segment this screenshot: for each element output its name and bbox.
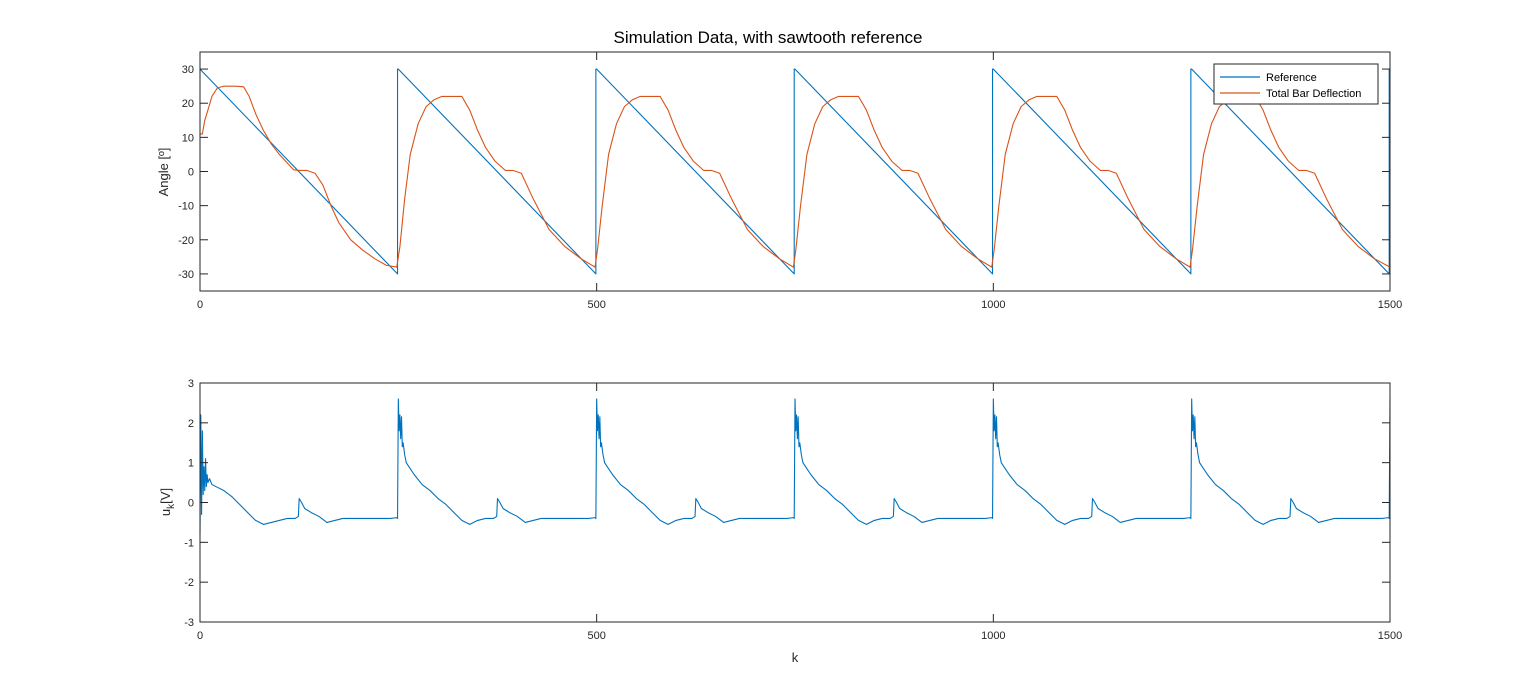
series-line-1-0 — [199, 398, 1391, 535]
y-tick-label-0-0: -30 — [178, 269, 194, 281]
y-tick-label-1-5: 2 — [188, 418, 194, 430]
y-tick-label-0-5: 20 — [182, 98, 194, 110]
y-tick-label-0-3: 0 — [188, 167, 194, 179]
subplot-control-plot: 0 500 1000 1500 -3 -2 -1 0 1 2 3 — [184, 378, 1402, 642]
legend-box — [1213, 63, 1379, 105]
legend-label-total-bar-deflection: Total Bar Deflection — [1266, 88, 1361, 100]
y-tick-label-1-1: -2 — [184, 577, 194, 589]
legend-label-reference: Reference — [1266, 72, 1317, 84]
y-tick-label-1-2: -1 — [184, 537, 194, 549]
x-tick-label-1-3: 1500 — [1378, 630, 1402, 642]
y-tick-label-0-4: 10 — [182, 132, 194, 144]
y-tick-label-1-6: 3 — [188, 378, 194, 390]
x-tick-label-1-2: 1000 — [981, 630, 1005, 642]
x-tick-label-1-0: 0 — [197, 630, 203, 642]
legend: Reference Total Bar Deflection — [1213, 63, 1379, 105]
subplot-angle-title: Simulation Data, with sawtooth reference — [614, 28, 923, 47]
y-tick-label-0-1: -20 — [178, 235, 194, 247]
series-line-0-0 — [199, 68, 1390, 275]
ylabel-main: u — [158, 509, 173, 516]
ylabel-subscript: k — [166, 503, 177, 509]
y-tick-label-1-3: 0 — [188, 498, 194, 510]
subplot-angle: Simulation Data, with sawtooth reference… — [156, 28, 1402, 311]
subplot-angle-ylabel: Angle [º] — [156, 148, 171, 197]
x-tick-label-0-0: 0 — [197, 299, 203, 311]
subplot-angle-plot: 0 500 1000 1500 -30 -20 -10 0 10 20 30 — [178, 52, 1402, 311]
x-tick-label-0-3: 1500 — [1378, 299, 1402, 311]
x-tick-label-0-2: 1000 — [981, 299, 1005, 311]
y-tick-label-0-2: -10 — [178, 201, 194, 213]
y-tick-label-1-4: 1 — [188, 458, 194, 470]
x-tick-label-0-1: 500 — [587, 299, 605, 311]
subplot-control-axes-box — [199, 382, 1391, 623]
y-tick-label-1-0: -3 — [184, 617, 194, 629]
y-tick-label-0-6: 30 — [182, 64, 194, 76]
ylabel-unit: [V] — [158, 488, 173, 504]
series-line-0-1 — [200, 85, 1391, 268]
subplot-angle-axes-box — [199, 51, 1391, 292]
x-tick-label-1-1: 500 — [587, 630, 605, 642]
subplot-control-ylabel: uk[V] — [158, 488, 177, 516]
subplot-control-xlabel: k — [792, 650, 799, 665]
